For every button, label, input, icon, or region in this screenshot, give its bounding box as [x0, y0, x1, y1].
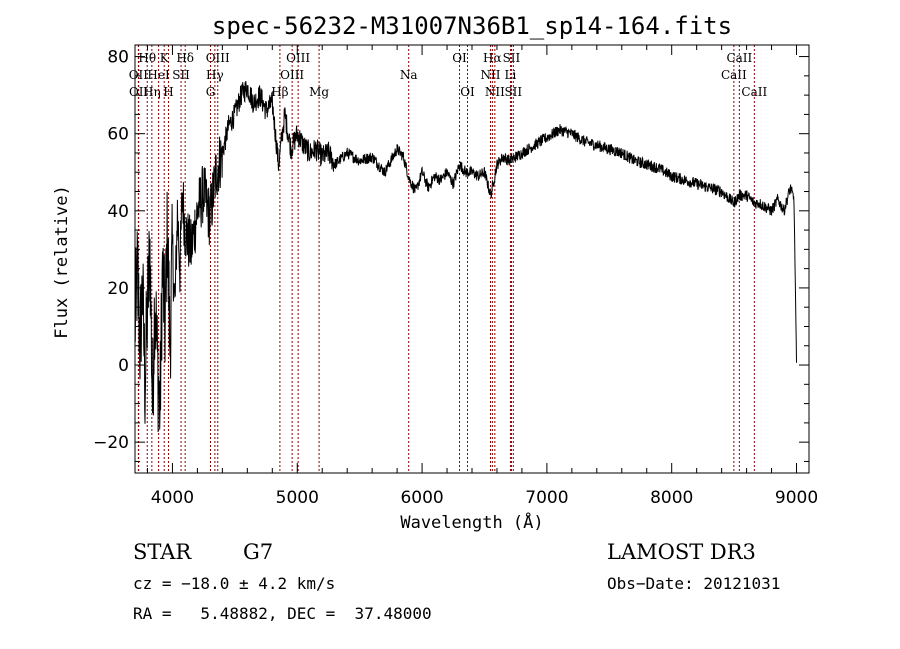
x-tick-label: 8000 — [650, 488, 693, 508]
plot-frame — [134, 44, 810, 474]
y-tick-label: 80 — [107, 48, 129, 68]
survey-name: LAMOST DR3 — [607, 540, 756, 564]
spectral-line-label: Li — [505, 68, 517, 82]
x-tick-label: 5000 — [276, 488, 319, 508]
y-tick-label: 20 — [107, 279, 129, 299]
spectral-line-label: NII — [485, 85, 505, 99]
spectral-line-label: SII — [172, 68, 190, 82]
object-subclass: G7 — [243, 540, 274, 564]
y-tick-label: −20 — [93, 433, 129, 453]
spectral-line-label: Hη — [143, 85, 161, 99]
x-tick-label: 6000 — [400, 488, 443, 508]
spectral-line-label: CaII — [741, 85, 767, 99]
spectral-line-label: Hα — [483, 51, 502, 65]
spectral-line-label: Mg — [309, 85, 329, 99]
y-tick-label: 60 — [107, 125, 129, 145]
spectral-line-label: OI — [452, 51, 467, 65]
spectral-line-label: OIII — [280, 68, 304, 82]
y-axis-label: Flux (relative) — [52, 185, 72, 339]
object-class: STAR — [133, 540, 192, 564]
spectral-line-label: Hθ — [138, 51, 156, 65]
spectral-line-label: K — [160, 51, 170, 65]
spectral-line-label: Hγ — [206, 68, 224, 82]
spectral-line-label: G — [206, 85, 216, 99]
coordinates: RA = 5.48882, DEC = 37.48000 — [133, 604, 432, 623]
spectral-line-label: CaII — [726, 51, 752, 65]
spectral-line-label: Hδ — [176, 51, 194, 65]
spectral-line-label: SII — [504, 85, 522, 99]
x-axis-label: Wavelength (Å) — [400, 511, 543, 533]
spectral-line-label: OIII — [286, 51, 310, 65]
spectral-line-label: Hβ — [271, 85, 288, 99]
spectral-line-label: OII — [129, 85, 149, 99]
x-tick-label: 4000 — [151, 488, 194, 508]
spectral-line-label: H — [163, 85, 173, 99]
spectral-line-label: OI — [460, 85, 475, 99]
observation-date: Obs−Date: 20121031 — [607, 574, 781, 593]
spectral-line-label: NII — [480, 68, 500, 82]
spectral-line-label: SII — [503, 51, 521, 65]
spectral-line-label: HeI — [147, 68, 170, 82]
chart-title: spec-56232-M31007N36B1_sp14-164.fits — [212, 12, 732, 40]
spectral-line-label: OIII — [206, 51, 230, 65]
spectrum-series-line — [134, 80, 797, 433]
x-tick-label: 9000 — [775, 488, 818, 508]
x-tick-label: 7000 — [525, 488, 568, 508]
redshift-cz: cz = −18.0 ± 4.2 km/s — [133, 574, 336, 593]
axis-ticks: 4000 5000 6000 7000 8000 9000 −20 0 20 40 60 80 — [93, 45, 818, 508]
spectral-line-label: CaII — [721, 68, 747, 82]
spectral-line-label: Na — [400, 68, 418, 82]
y-tick-label: 40 — [107, 202, 129, 222]
y-tick-label: 0 — [118, 356, 129, 376]
